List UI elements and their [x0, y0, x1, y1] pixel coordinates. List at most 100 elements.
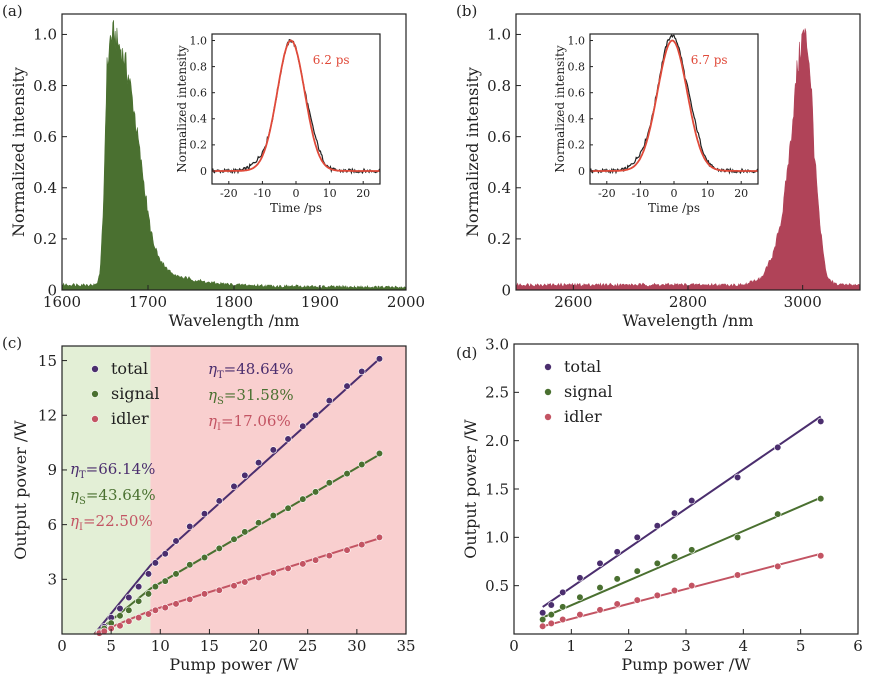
data-point-idler — [116, 622, 124, 630]
panel-label: (a) — [2, 2, 23, 20]
data-point-signal — [375, 449, 384, 458]
x-tick-label: 20 — [356, 187, 370, 200]
x-tick-label: 5 — [106, 637, 116, 655]
data-point-idler — [559, 615, 567, 624]
data-point-signal — [299, 495, 307, 503]
data-point-idler — [254, 573, 263, 582]
efficiency-label: ηT=66.14% — [70, 460, 155, 481]
y-tick-label: 0.2 — [487, 230, 511, 248]
panel-d: 0 1 2 3 4 5 6 0.5 1.0 1.5 2.0 2.5 3.0 Pump power /W Ou… — [456, 335, 863, 674]
eta-subscript: I — [217, 422, 221, 433]
eta-symbol: η — [70, 486, 79, 504]
y-tick-label: 2.5 — [485, 384, 509, 402]
x-tick-label: -20 — [220, 187, 238, 200]
eta-subscript: S — [217, 396, 224, 407]
data-point-total — [144, 570, 153, 578]
inset-fit-curve — [590, 39, 758, 172]
data-point-signal — [116, 612, 124, 620]
panel-b: 2600 2800 3000 0 0.2 0.4 0.6 0.8 1.0 Wavelength /… — [456, 2, 861, 330]
data-point-idler — [325, 552, 333, 560]
y-tick-label: 0 — [578, 165, 585, 178]
data-point-total — [161, 550, 169, 558]
legend-marker-signal — [91, 390, 99, 398]
x-tick-label: 10 — [701, 187, 715, 200]
y-tick-label: 15 — [38, 352, 57, 370]
x-tick-label: -10 — [632, 187, 650, 200]
eta-subscript: T — [217, 370, 224, 381]
data-point-total — [375, 355, 384, 363]
x-axis-label: Pump power /W — [621, 655, 751, 674]
data-point-idler — [269, 569, 277, 577]
x-tick-label: 2800 — [669, 293, 707, 311]
eta-value: =31.58% — [224, 386, 294, 404]
y-tick-label: 0.2 — [190, 139, 208, 152]
data-point-signal — [172, 570, 180, 578]
x-tick-label: 0 — [57, 637, 67, 655]
x-axis-label: Wavelength /nm — [623, 311, 754, 330]
eta-value: =17.06% — [221, 412, 291, 430]
data-point-signal — [215, 544, 223, 552]
x-tick-label: 4 — [739, 637, 749, 655]
y-tick-label: 0.6 — [190, 87, 208, 100]
data-point-total — [186, 522, 194, 531]
y-tick-label: 0 — [47, 281, 57, 299]
data-point-signal — [144, 590, 153, 598]
panel-label: (d) — [456, 344, 477, 362]
data-point-total — [230, 482, 238, 490]
data-point-signal — [200, 553, 209, 562]
eta-symbol: η — [208, 386, 217, 404]
data-point-signal — [254, 519, 263, 527]
legend-label-signal: signal — [564, 382, 613, 401]
legend-marker-total — [544, 363, 552, 371]
y-tick-label: 9 — [47, 461, 57, 479]
data-point-idler — [151, 606, 159, 614]
data-point-signal — [576, 593, 584, 601]
data-point-idler — [215, 586, 223, 594]
legend-marker-idler — [91, 415, 99, 423]
y-tick-label: 3.0 — [485, 335, 509, 353]
eta-subscript: I — [79, 522, 83, 533]
data-point-total — [135, 583, 143, 591]
data-point-total — [299, 422, 307, 430]
data-point-idler — [135, 613, 143, 622]
data-point-signal — [774, 510, 782, 518]
eta-value: =43.64% — [86, 486, 156, 504]
x-tick-label: 10 — [323, 187, 337, 200]
y-tick-label: 0 — [200, 165, 207, 178]
y-tick-label: 0.4 — [190, 113, 208, 126]
data-point-idler — [284, 564, 292, 572]
x-tick-label: -10 — [254, 187, 272, 200]
data-point-idler — [125, 617, 133, 625]
data-point-total — [817, 417, 825, 425]
x-axis-label: Wavelength /nm — [169, 311, 300, 330]
data-point-idler — [596, 606, 604, 614]
data-point-idler — [817, 552, 825, 560]
y-tick-label: 3 — [47, 571, 57, 589]
y-tick-label: 0.6 — [568, 87, 586, 100]
legend-label-idler: idler — [564, 407, 602, 426]
data-point-signal — [547, 611, 555, 619]
data-point-total — [116, 604, 124, 613]
x-tick-label: 1800 — [215, 293, 253, 311]
legend-label-idler: idler — [111, 409, 149, 428]
data-point-total — [733, 473, 742, 482]
y-axis-label: Normalized intensity — [9, 67, 28, 237]
inset-annotation: 6.2 ps — [313, 53, 350, 67]
legend-marker-idler — [544, 413, 552, 421]
data-point-idler — [576, 611, 584, 619]
panel-label: (c) — [2, 334, 22, 352]
x-tick-label: 10 — [151, 637, 170, 655]
y-tick-label: 0.2 — [33, 230, 57, 248]
data-point-total — [539, 609, 547, 617]
data-point-signal — [186, 561, 194, 569]
data-point-idler — [241, 578, 249, 586]
x-tick-label: 5 — [796, 637, 806, 655]
data-point-signal — [670, 553, 679, 561]
data-point-idler — [670, 586, 679, 595]
y-tick-label: 0.8 — [487, 77, 511, 95]
data-point-idler — [688, 582, 696, 590]
data-point-signal — [613, 575, 621, 583]
data-point-signal — [653, 559, 661, 568]
y-tick-label: 0.8 — [190, 60, 208, 73]
